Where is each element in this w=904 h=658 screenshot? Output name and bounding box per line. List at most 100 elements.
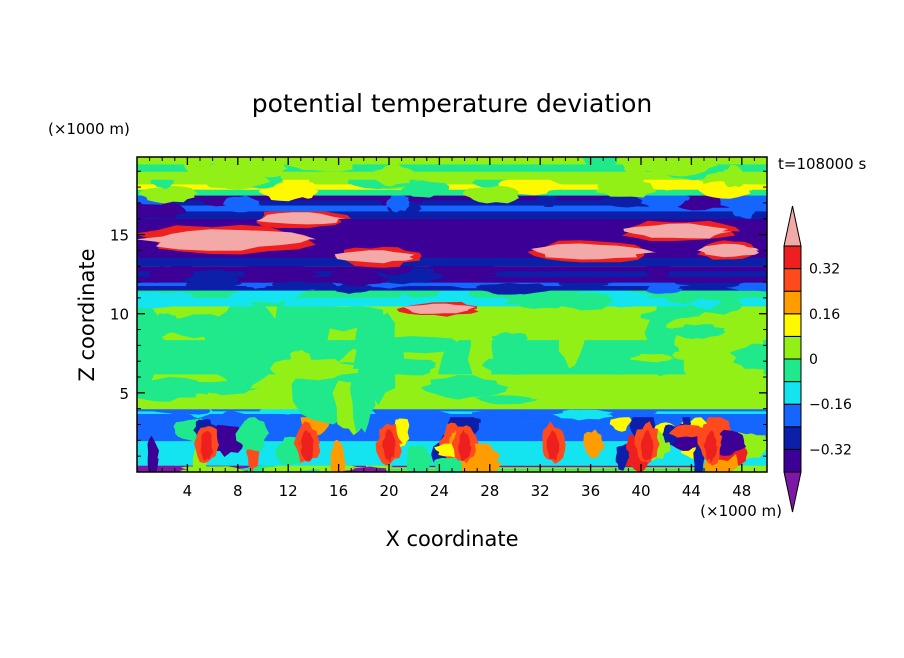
colorbar-max-arrow bbox=[783, 205, 802, 247]
contour-region bbox=[636, 192, 691, 208]
contour-region bbox=[148, 265, 174, 283]
mid-level-patch bbox=[672, 346, 741, 364]
warm-anomaly bbox=[137, 229, 316, 251]
x-tick-label: 32 bbox=[531, 482, 550, 500]
colorbar-min-arrow bbox=[783, 471, 802, 513]
contour-region bbox=[137, 291, 203, 309]
contour-region bbox=[220, 410, 248, 422]
contour-region bbox=[719, 194, 767, 211]
x-tick-label: 16 bbox=[329, 482, 348, 500]
mid-level-patch bbox=[371, 336, 468, 354]
mid-level-patch bbox=[222, 345, 244, 360]
colorbar-segment bbox=[783, 290, 802, 315]
warm-anomaly bbox=[255, 212, 346, 225]
warm-anomaly bbox=[531, 243, 658, 260]
colorbar: 0.32 0.16 0 −0.16 −0.32 bbox=[783, 205, 852, 513]
contour-region bbox=[645, 283, 683, 294]
x-axis: 4 8 12 16 20 24 28 32 36 40 44 48 bbox=[149, 157, 755, 500]
updraft-column bbox=[458, 429, 472, 461]
convective-cell bbox=[415, 446, 429, 472]
contour-region bbox=[723, 164, 746, 188]
contour-region bbox=[503, 291, 576, 309]
contour-region bbox=[552, 409, 614, 421]
contour-band bbox=[137, 205, 767, 212]
colorbar-segment bbox=[783, 245, 802, 270]
contour-band bbox=[137, 276, 767, 283]
colorbar-segment bbox=[783, 403, 802, 428]
x-unit-label: (×1000 m) bbox=[700, 502, 782, 520]
contour-region bbox=[286, 157, 363, 172]
convective-cell bbox=[235, 416, 270, 452]
contour-region bbox=[222, 195, 261, 213]
x-axis-label: X coordinate bbox=[385, 527, 518, 551]
contour-band bbox=[137, 413, 767, 418]
colorbar-segment bbox=[783, 448, 802, 473]
colorbar-segment bbox=[783, 358, 802, 383]
convective-cell bbox=[583, 429, 605, 459]
y-axis: 5 10 15 bbox=[110, 170, 767, 457]
warm-anomaly bbox=[334, 250, 415, 264]
mid-level-patch bbox=[474, 395, 538, 405]
contour-region bbox=[385, 409, 453, 420]
mid-level-patch bbox=[672, 324, 726, 339]
contour-region bbox=[374, 163, 414, 187]
contour-region bbox=[339, 466, 392, 472]
mid-level-patch bbox=[376, 358, 437, 376]
colorbar-label: 0 bbox=[809, 352, 818, 368]
contour-region bbox=[507, 408, 575, 420]
contour-band bbox=[137, 189, 767, 196]
convective-cell bbox=[330, 439, 346, 472]
colorbar-label: −0.32 bbox=[809, 442, 852, 458]
mid-level-patch bbox=[202, 392, 225, 408]
mid-level-patch bbox=[640, 310, 692, 322]
updraft-column bbox=[703, 430, 718, 463]
warm-anomaly bbox=[697, 243, 760, 258]
mid-level-patch bbox=[179, 381, 260, 396]
x-tick-label: 48 bbox=[732, 482, 751, 500]
x-tick-label: 44 bbox=[682, 482, 701, 500]
y-tick-label: 10 bbox=[110, 306, 129, 324]
x-tick-label: 20 bbox=[379, 482, 398, 500]
mid-level-patch bbox=[156, 313, 178, 337]
updraft-column bbox=[546, 430, 560, 461]
mid-level-patch bbox=[491, 332, 529, 345]
y-tick-label: 5 bbox=[119, 385, 129, 403]
mid-level-patch bbox=[311, 306, 388, 332]
time-label: t=108000 s bbox=[778, 155, 866, 173]
colorbar-segment bbox=[783, 335, 802, 360]
chart-title: potential temperature deviation bbox=[252, 89, 652, 118]
x-tick-label: 40 bbox=[631, 482, 650, 500]
contour-region bbox=[137, 201, 186, 219]
plot-area bbox=[137, 157, 767, 472]
colorbar-segment bbox=[783, 426, 802, 450]
mid-level-patch bbox=[481, 356, 544, 375]
y-axis-label: Z coordinate bbox=[75, 248, 99, 381]
x-tick-label: 28 bbox=[480, 482, 499, 500]
contour-region bbox=[471, 408, 530, 420]
warm-tongue bbox=[403, 303, 476, 314]
x-tick-label: 4 bbox=[183, 482, 193, 500]
warm-anomaly bbox=[623, 223, 732, 239]
contour-band bbox=[137, 179, 767, 186]
y-tick-label: 15 bbox=[110, 227, 129, 245]
mid-level-patch bbox=[137, 376, 202, 402]
updraft-column bbox=[300, 429, 314, 461]
colorbar-label: 0.16 bbox=[809, 307, 840, 323]
contour-band bbox=[137, 411, 767, 415]
contour-region bbox=[324, 269, 389, 287]
convective-cell bbox=[615, 443, 630, 471]
contour-region bbox=[294, 180, 319, 199]
mid-level-patch bbox=[729, 343, 767, 370]
x-tick-label: 24 bbox=[430, 482, 449, 500]
y-unit-label: (×1000 m) bbox=[48, 120, 130, 138]
mid-level-patch bbox=[630, 353, 675, 363]
x-tick-label: 36 bbox=[581, 482, 600, 500]
contour-region bbox=[734, 463, 767, 472]
contour-region bbox=[139, 186, 199, 204]
colorbar-segment bbox=[783, 313, 802, 337]
contour-band bbox=[137, 164, 767, 173]
colorbar-segment bbox=[783, 381, 802, 405]
convective-cell bbox=[147, 435, 159, 472]
contour-region bbox=[631, 157, 720, 177]
